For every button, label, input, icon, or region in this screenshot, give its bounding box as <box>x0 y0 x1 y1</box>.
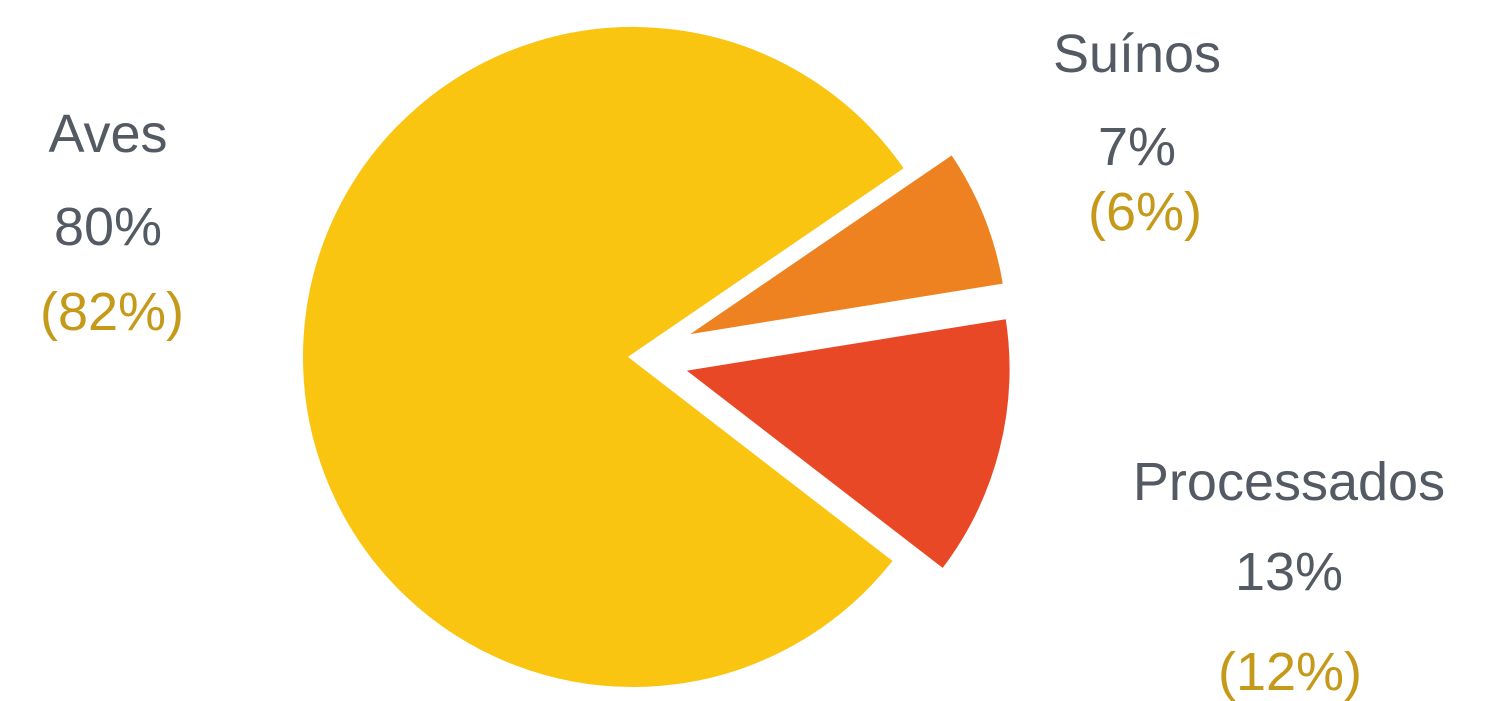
label-processados-value: 13% <box>1235 542 1343 602</box>
pie-slice-suinos <box>675 147 1010 343</box>
label-suinos-name: Suínos <box>1053 24 1221 84</box>
pie-slice-aves <box>297 21 913 693</box>
label-suinos-previous: (6%) <box>1088 182 1202 242</box>
pie-slice-processados <box>672 312 1016 577</box>
label-processados-name: Processados <box>1133 452 1445 512</box>
pie-slices <box>297 21 1016 693</box>
label-aves-name: Aves <box>48 104 167 164</box>
label-processados-previous: (12%) <box>1218 642 1362 701</box>
label-aves-value: 80% <box>54 197 162 257</box>
label-suinos-value: 7% <box>1098 117 1176 177</box>
label-aves-previous: (82%) <box>40 282 184 342</box>
